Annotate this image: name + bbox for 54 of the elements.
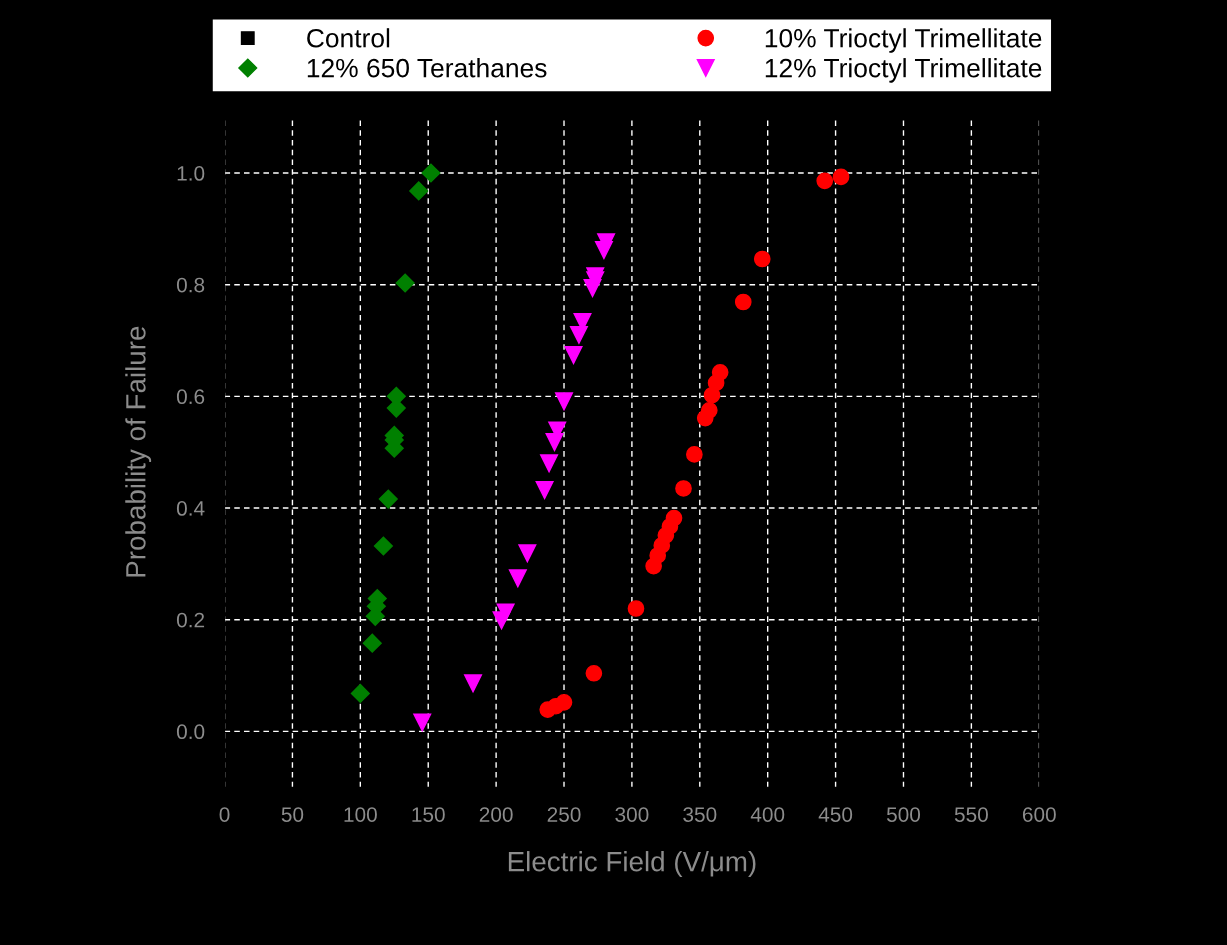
point — [816, 172, 834, 190]
point — [535, 481, 554, 500]
legend-label: 12% 650 Terathanes — [307, 58, 547, 78]
point — [518, 544, 537, 563]
point — [665, 509, 683, 527]
x-tick-label: 400 — [750, 807, 785, 822]
legend-label: 12% Trioctyl Trimellitate — [765, 58, 1042, 83]
point — [362, 633, 382, 653]
x-tick-label: 450 — [818, 807, 853, 822]
y-tick-label: 0.8 — [176, 277, 205, 293]
legend-label: Control — [307, 28, 390, 48]
point — [464, 674, 483, 693]
point — [734, 293, 752, 311]
x-axis-title: Electric Field (V/μm) — [508, 851, 756, 877]
x-tick-label: 500 — [886, 807, 921, 822]
point — [508, 569, 527, 588]
x-tick-label: 0 — [219, 807, 230, 822]
point — [413, 713, 432, 732]
point — [540, 454, 559, 473]
y-tick-label: 0.6 — [176, 389, 205, 405]
point — [555, 693, 573, 711]
legend-label: 10% Trioctyl Trimellitate — [765, 28, 1042, 53]
point — [686, 446, 703, 463]
point — [378, 489, 398, 509]
point — [711, 364, 729, 381]
x-tick-label: 200 — [479, 807, 513, 822]
x-tick-label: 100 — [344, 807, 377, 822]
x-tick-label: 550 — [954, 807, 988, 822]
point — [564, 346, 583, 365]
y-tick-label: 1.0 — [177, 166, 205, 181]
point — [395, 273, 415, 293]
y-axis-title: Probability of Failure — [125, 326, 152, 577]
y-tick-label: 0.2 — [176, 612, 205, 628]
y-tick-label: 0.4 — [176, 501, 205, 516]
point — [496, 603, 515, 622]
x-tick-label: 250 — [547, 807, 581, 822]
point — [675, 480, 692, 497]
point — [832, 168, 850, 186]
x-tick-label: 350 — [683, 807, 717, 822]
point — [373, 536, 393, 556]
point — [700, 401, 718, 419]
point — [753, 250, 771, 268]
point — [350, 683, 370, 703]
point — [569, 325, 588, 344]
point — [409, 181, 429, 201]
x-tick-label: 50 — [281, 807, 304, 822]
point — [554, 392, 574, 411]
point — [627, 600, 645, 617]
y-tick-label: 0.0 — [176, 724, 205, 740]
x-tick-label: 150 — [412, 807, 445, 822]
point — [585, 664, 603, 682]
point — [421, 163, 441, 183]
x-tick-label: 300 — [615, 807, 649, 822]
x-tick-label: 600 — [1022, 807, 1056, 822]
